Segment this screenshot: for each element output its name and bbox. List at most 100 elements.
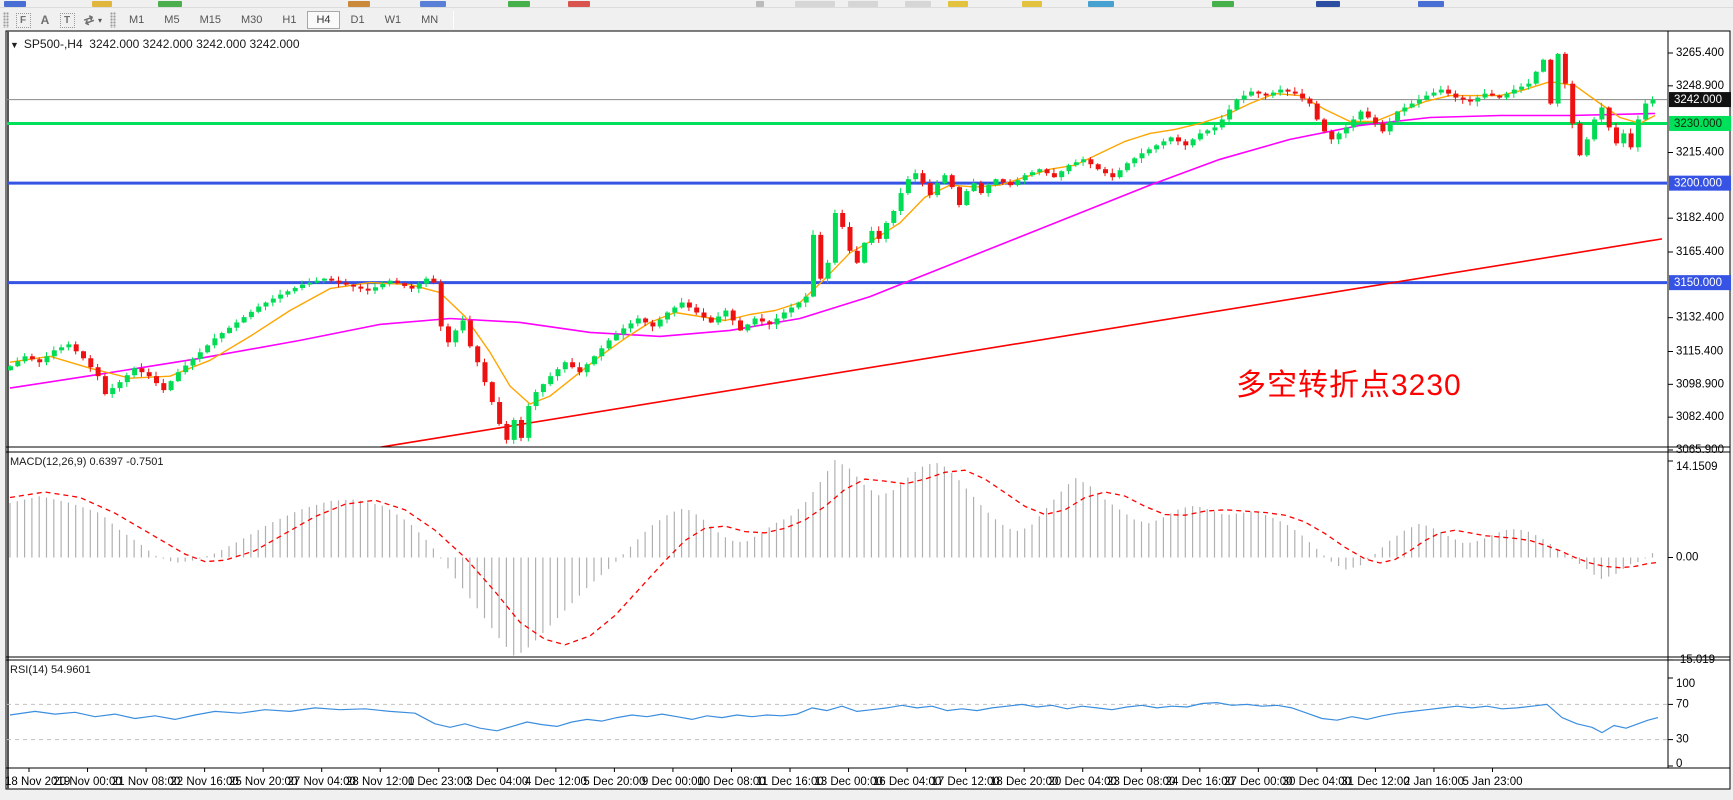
rsi-tick-label: 100 [1676, 678, 1695, 690]
macd-signal-line [9, 469, 1657, 646]
timeframe-button-MN[interactable]: MN [421, 14, 439, 26]
time-tick-label: 16 Dec 04:00 [873, 776, 941, 788]
time-tick-label: 2 Jan 16:00 [1404, 776, 1464, 788]
macd-pane[interactable] [9, 460, 1657, 656]
time-tick-label: 3 Dec 04:00 [466, 776, 528, 788]
price-tick-label: 3065.900 [1676, 444, 1724, 456]
timeframe-button-M1[interactable]: M1 [129, 14, 145, 26]
timeframe-buttons: M1 M5 M15 M30 H1 H4 D1 W1 MN [119, 11, 448, 29]
time-tick-label: 18 Dec 20:00 [990, 776, 1058, 788]
time-tick-label: 28 Nov 12:00 [346, 776, 414, 788]
macd-tick-label: 14.1509 [1676, 461, 1718, 473]
toolbar-icon-fragment[interactable] [568, 1, 590, 7]
trendline[interactable] [340, 238, 1663, 454]
price-badge-label: 3200.000 [1674, 178, 1722, 190]
main-price-pane[interactable] [7, 52, 1667, 454]
time-tick-label: 31 Dec 12:00 [1341, 776, 1409, 788]
price-badge-3230 [1669, 115, 1731, 131]
timeframe-button-D1[interactable]: D1 [350, 14, 365, 26]
timeframe-button-M15[interactable]: M15 [199, 14, 221, 26]
timeframe-button-W1[interactable]: W1 [384, 14, 402, 26]
timeframe-button-M5[interactable]: M5 [164, 14, 180, 26]
price-tick-label: 3215.400 [1676, 147, 1724, 159]
time-tick-label: 23 Dec 08:00 [1107, 776, 1175, 788]
toolbar-icon-fragment[interactable] [905, 1, 931, 7]
time-tick-label: 9 Dec 00:00 [642, 776, 704, 788]
toolbar-separator [453, 11, 455, 29]
time-tick-label: 24 Dec 16:00 [1166, 776, 1234, 788]
timeframe-button-H4[interactable]: H4 [307, 11, 340, 29]
symbol-dropdown-icon[interactable]: ▼ [10, 40, 19, 50]
indicator-f-glyph: F [15, 12, 31, 28]
macd-indicator-label: MACD(12,26,9) 0.6397 -0.7501 [10, 456, 164, 468]
price-tick-label: 3132.400 [1676, 312, 1724, 324]
toolbar-icon-fragment[interactable] [420, 1, 446, 7]
chart-window-frame [5, 30, 1731, 790]
price-tick-label: 3115.400 [1676, 346, 1723, 358]
toolbar-icon-fragment[interactable] [1418, 1, 1444, 7]
price-tick-label: 3098.900 [1676, 378, 1724, 390]
toolbar-icon-fragment[interactable] [756, 1, 764, 7]
time-tick-label: 17 Dec 12:00 [931, 776, 999, 788]
time-tick-label: 5 Jan 23:00 [1462, 776, 1522, 788]
toolbar-icon-fragment[interactable] [795, 1, 835, 7]
price-scale[interactable]: 3265.400 3248.900 3215.400 3182.400 3165.400… [1668, 47, 1731, 770]
toolbar-grip[interactable] [3, 12, 9, 28]
toolbar-grip-2[interactable] [110, 12, 117, 28]
toolbar-icon-fragment[interactable] [4, 1, 26, 7]
price-tick-label: 3082.400 [1676, 411, 1724, 423]
price-tick-label: 3182.400 [1676, 212, 1724, 224]
text-box-glyph: T [59, 12, 75, 28]
time-tick-label: 5 Dec 20:00 [583, 776, 645, 788]
time-tick-label: 27 Dec 00:00 [1224, 776, 1292, 788]
toolbar-icon-fragment[interactable] [848, 1, 878, 7]
top-toolbar-cropped [0, 0, 1733, 8]
time-tick-label: 18 Nov 2019 [5, 776, 70, 788]
toolbar-icon-fragment[interactable] [1212, 1, 1234, 7]
toolbar-icon-fragment[interactable] [92, 1, 112, 7]
timeframe-button-H1[interactable]: H1 [282, 14, 297, 26]
toolbar-icon-fragment[interactable] [948, 1, 968, 7]
price-badge-label: 3150.000 [1674, 277, 1722, 289]
toolbar-icon-fragment[interactable] [1088, 1, 1114, 7]
toolbar-icon-fragment[interactable] [348, 1, 370, 7]
rsi-pane[interactable] [7, 702, 1667, 741]
rsi-line [9, 702, 1659, 734]
time-tick-label: 27 Nov 04:00 [287, 776, 355, 788]
text-label-icon[interactable]: A [40, 13, 50, 27]
time-tick-label: 20 Dec 04:00 [1049, 776, 1117, 788]
dropdown-caret-icon[interactable]: ▾ [98, 15, 103, 25]
chart-text-annotation[interactable]: 多空转折点3230 [1236, 369, 1462, 402]
toolbar-icon-fragment[interactable] [158, 1, 182, 7]
rsi-tick-label: 0 [1676, 758, 1682, 770]
time-tick-label: 30 Dec 04:00 [1283, 776, 1351, 788]
toolbar-icon-fragment[interactable] [1022, 1, 1042, 7]
time-tick-label: 10 Dec 08:00 [697, 776, 765, 788]
candlestick-series [8, 52, 1656, 444]
timeframe-toolbar: F A T ⇄ ▾ M1 M5 M15 M30 H1 H4 D1 W1 MN [0, 9, 1733, 31]
text-box-icon[interactable]: T [57, 11, 77, 29]
price-tick-label: 3248.900 [1676, 80, 1724, 92]
macd-tick-label: 0.00 [1676, 552, 1698, 564]
timeframe-button-M30[interactable]: M30 [240, 14, 263, 26]
toolbar-icon-fragment[interactable] [1316, 1, 1340, 7]
ma-slow-magenta-line [9, 112, 1656, 389]
chart-ohlc-readout: 3242.000 3242.000 3242.000 3242.000 [89, 37, 300, 51]
price-badge-3200 [1669, 175, 1731, 191]
time-tick-label: 21 Nov 08:00 [112, 776, 180, 788]
time-tick-label: 11 Dec 16:00 [756, 776, 824, 788]
toolbar-icon-fragment[interactable] [508, 1, 530, 7]
rsi-tick-label: 70 [1676, 698, 1689, 710]
price-tick-label: 3265.400 [1676, 47, 1724, 59]
chart-symbol: SP500-,H4 [23, 37, 83, 51]
time-tick-label: 20 Nov 00:00 [53, 776, 121, 788]
indicator-f-icon[interactable]: F [13, 11, 33, 29]
price-badge-3150 [1669, 275, 1731, 291]
price-tick-label: 3165.400 [1676, 246, 1724, 258]
price-badge-label: 3242.000 [1674, 94, 1722, 106]
rsi-tick-label: 30 [1676, 734, 1689, 746]
time-tick-label: 22 Nov 16:00 [170, 776, 238, 788]
chart-title: ▼ SP500-,H4 3242.000 3242.000 3242.000 32… [10, 37, 300, 51]
